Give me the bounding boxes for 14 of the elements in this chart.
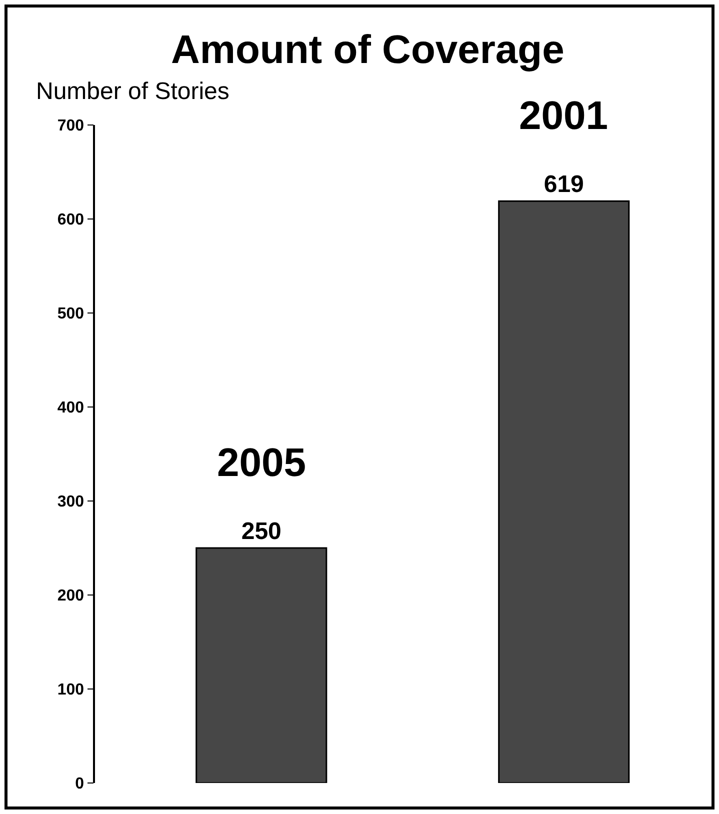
- x-tick-label: 2001: [519, 94, 608, 138]
- y-tick-label: 100: [57, 682, 84, 699]
- data-label: 250: [241, 518, 282, 545]
- y-tick-label: 300: [57, 494, 84, 511]
- y-tick-label: 400: [57, 400, 84, 417]
- y-tick-label: 700: [57, 118, 84, 135]
- y-tick-label: 200: [57, 588, 84, 605]
- y-tick-label: 500: [57, 306, 84, 323]
- y-tick-label: 0: [75, 776, 84, 793]
- x-tick-label: 2005: [217, 441, 306, 485]
- y-axis-title: Number of Stories: [36, 78, 230, 105]
- y-tick-label: 600: [57, 212, 84, 229]
- chart-title: Amount of Coverage: [171, 28, 564, 72]
- data-label: 619: [544, 171, 584, 198]
